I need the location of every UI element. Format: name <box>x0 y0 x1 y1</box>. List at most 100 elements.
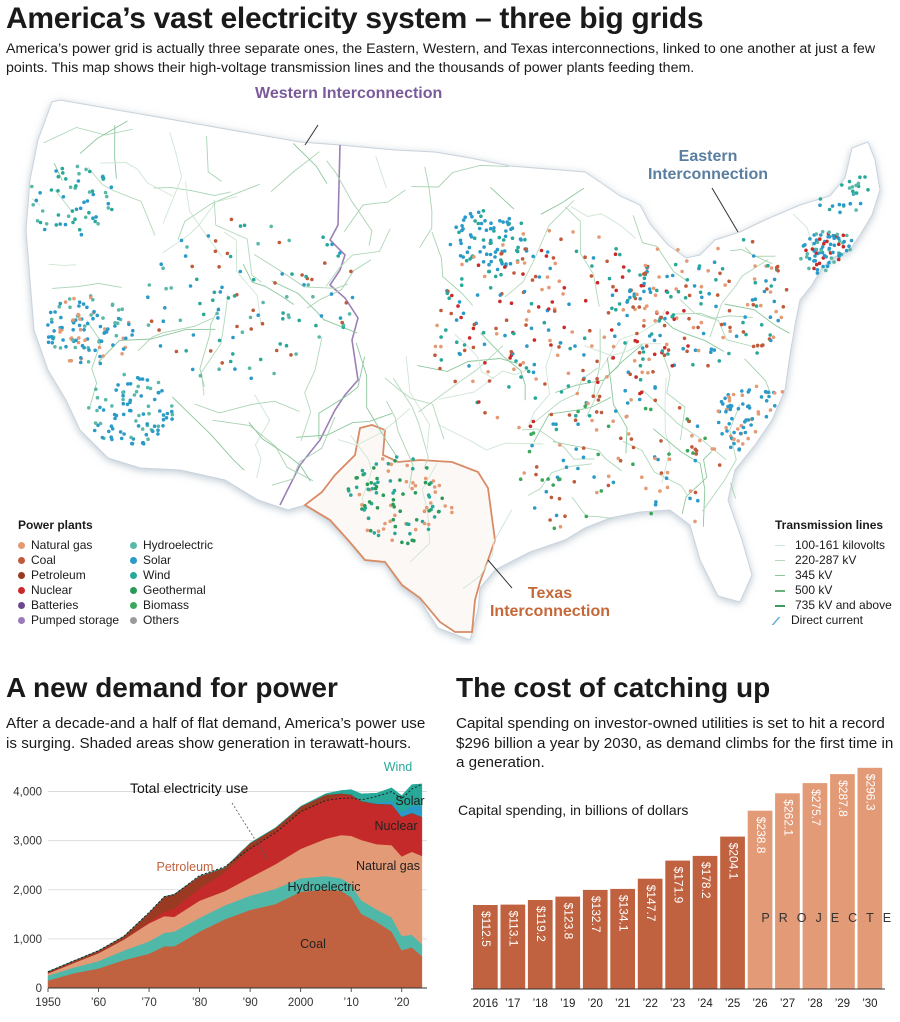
power-plant-dot <box>520 257 525 261</box>
power-plant-dot <box>741 238 746 242</box>
power-plant-dot <box>447 296 452 301</box>
transmission-line <box>87 167 156 236</box>
power-plant-dot <box>836 257 841 262</box>
power-plant-dot <box>198 301 202 306</box>
power-plant-dot <box>349 269 353 274</box>
transmission-line <box>343 189 406 232</box>
power-plant-dot <box>820 229 825 234</box>
power-plant-dot <box>225 251 230 256</box>
transmission-line <box>153 187 231 197</box>
power-plant-dot <box>665 485 670 490</box>
power-plant-dot <box>164 286 168 291</box>
power-plant-dot <box>464 258 469 263</box>
power-plant-dot <box>71 318 75 322</box>
power-plant-dot <box>96 222 100 226</box>
area-xtick-label: ’20 <box>394 997 409 1009</box>
power-plant-dot <box>721 335 725 340</box>
power-plant-dot <box>649 511 653 516</box>
capex-xtick-label: ’18 <box>533 998 548 1010</box>
power-plant-dot <box>483 361 487 365</box>
power-plant-dot <box>111 343 115 347</box>
power-plant-dot <box>611 356 616 360</box>
power-plant-dot <box>540 478 545 482</box>
transmission-line <box>792 213 816 254</box>
power-plant-dot <box>77 171 81 176</box>
capex-bar-value-label: $287.8 <box>836 780 850 817</box>
power-plant-dot <box>610 293 615 298</box>
power-plant-dot <box>807 266 811 271</box>
legend-line-icon <box>775 575 785 576</box>
power-plant-dot <box>260 321 265 326</box>
power-plant-dot <box>170 409 174 414</box>
power-plant-dot <box>542 320 547 325</box>
transmission-line <box>185 181 223 257</box>
power-plant-dot <box>669 294 673 299</box>
power-plant-dot <box>472 236 477 240</box>
power-plant-dot <box>714 304 718 309</box>
legend-label: Petroleum <box>31 568 86 582</box>
power-plant-dot <box>459 315 463 320</box>
power-plant-dot <box>638 273 642 277</box>
power-plant-dot <box>235 324 239 329</box>
power-plant-dot <box>799 256 803 261</box>
power-plant-dot <box>597 394 602 399</box>
power-plant-dot <box>647 287 652 291</box>
power-plant-dot <box>372 466 376 470</box>
legend-label: Solar <box>143 553 172 567</box>
transmission-line <box>137 317 214 352</box>
power-plant-dot <box>306 283 311 287</box>
power-plant-dot <box>543 382 547 386</box>
power-plant-dot <box>625 401 630 405</box>
power-plant-dot <box>81 302 86 306</box>
power-plant-dot <box>489 221 493 225</box>
power-plant-dot <box>554 427 559 432</box>
power-plant-dot <box>703 436 707 441</box>
power-plant-dot <box>779 315 784 320</box>
area-series-label: Natural gas <box>356 859 420 873</box>
capex-bar-value-label: $113.1 <box>507 911 521 947</box>
power-plant-dot <box>156 424 161 429</box>
transmission-line <box>52 282 122 289</box>
power-plant-dot <box>666 352 670 356</box>
power-plant-dot <box>717 359 722 363</box>
power-plant-dot <box>503 333 507 338</box>
power-plant-dot <box>523 237 527 242</box>
transmission-line <box>386 400 414 489</box>
transmission-line <box>674 312 753 319</box>
area-ytick-label: 0 <box>36 983 42 995</box>
power-plant-dot <box>732 437 736 442</box>
power-plant-dot <box>551 483 555 487</box>
power-plant-dot <box>772 277 777 282</box>
power-plant-dot <box>840 183 844 187</box>
power-plant-dot <box>736 427 740 431</box>
eastern-callout-line <box>711 187 739 233</box>
legend-dot-icon <box>18 572 25 579</box>
power-plant-dot <box>156 428 160 433</box>
power-plant-dot <box>139 394 143 398</box>
legend-label: Batteries <box>31 598 79 612</box>
power-plant-dot <box>653 385 657 389</box>
capex-bar <box>582 889 608 989</box>
power-plant-dot <box>115 321 120 326</box>
power-plant-dot <box>427 509 432 513</box>
power-plant-dot <box>325 243 330 247</box>
power-plant-dot <box>826 235 830 239</box>
power-plant-dot <box>229 217 234 222</box>
power-plant-dot <box>532 362 537 367</box>
power-plant-dot <box>354 485 359 490</box>
power-plant-dot <box>651 370 655 374</box>
power-plant-dot <box>404 479 409 484</box>
power-plant-dot <box>780 390 785 394</box>
power-plant-dot <box>508 261 513 266</box>
power-plant-dot <box>184 349 188 353</box>
power-plant-dot <box>368 528 373 533</box>
power-plant-dot <box>590 264 594 268</box>
power-plant-dot <box>614 247 618 251</box>
power-plant-dot <box>769 284 774 288</box>
power-plant-dot <box>696 348 701 353</box>
power-plant-dot <box>277 240 282 245</box>
power-plant-dot <box>629 437 634 441</box>
power-plant-dot <box>728 325 732 330</box>
power-plant-dot <box>489 259 494 264</box>
area-xtick-label: ’80 <box>192 997 207 1009</box>
